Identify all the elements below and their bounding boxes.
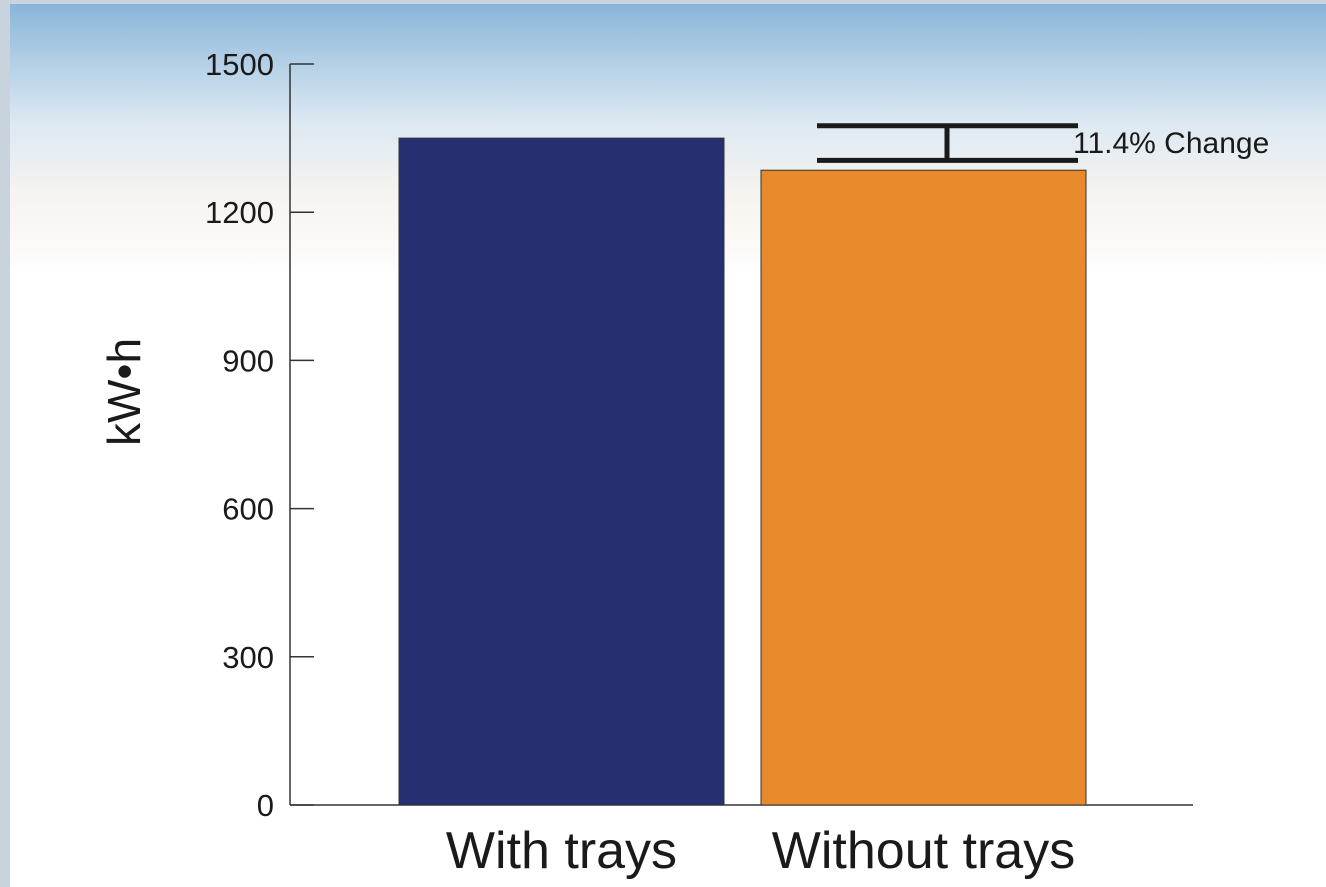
y-tick-label: 600 — [222, 492, 274, 527]
x-axis: With trays Without trays — [290, 804, 1193, 880]
y-tick-label: 0 — [257, 788, 274, 823]
bar-with-trays — [398, 137, 725, 806]
bar-without-trays — [760, 169, 1087, 806]
y-axis-title: kW•h — [98, 338, 150, 446]
bars — [398, 137, 1087, 806]
y-tick-label: 300 — [222, 640, 274, 675]
x-category-label: With trays — [446, 822, 677, 880]
y-tick-label: 900 — [222, 343, 274, 378]
y-axis: 0 300 600 900 1200 1500 — [205, 47, 314, 823]
y-tick-label: 1200 — [205, 195, 274, 230]
change-annotation: 11.4% Change — [817, 123, 1269, 163]
x-category-label: Without trays — [772, 822, 1075, 880]
annotation-label: 11.4% Change — [1073, 127, 1269, 160]
y-tick-label: 1500 — [205, 47, 274, 82]
